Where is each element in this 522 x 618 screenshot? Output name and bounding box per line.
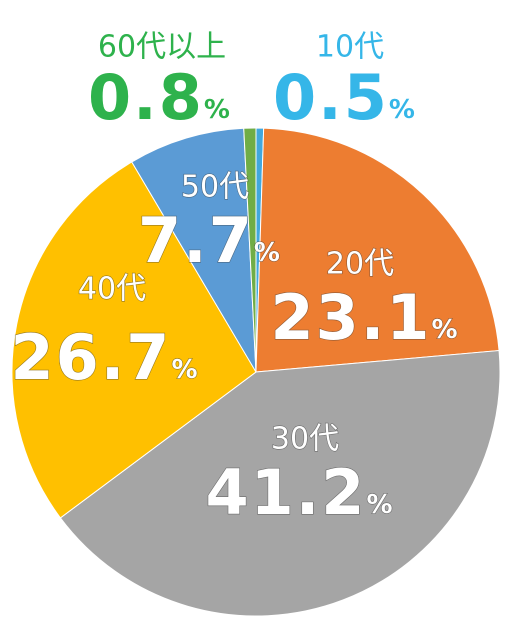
- slice-value-label: 26.7%: [10, 321, 199, 394]
- pie-slice: [243, 127, 257, 373]
- slice-value-label: 41.2%: [205, 456, 394, 529]
- slice-name: 10代: [316, 30, 384, 65]
- slice-value-label: 23.1%: [270, 281, 459, 354]
- slice-name: 60代以上: [98, 30, 226, 65]
- slice-value-label: 0.8%: [88, 61, 232, 134]
- pie-slice: [11, 161, 257, 519]
- pie-slice: [255, 127, 500, 373]
- slice-name: 30代: [271, 422, 339, 457]
- slice-name: 40代: [78, 272, 146, 307]
- pie-slice: [59, 350, 501, 617]
- slice-name: 20代: [326, 247, 394, 282]
- slice-value-label: 7.7%: [138, 204, 282, 277]
- pie-slice: [131, 127, 257, 373]
- slice-name: 50代: [181, 170, 249, 205]
- slice-value-label: 0.5%: [273, 61, 417, 134]
